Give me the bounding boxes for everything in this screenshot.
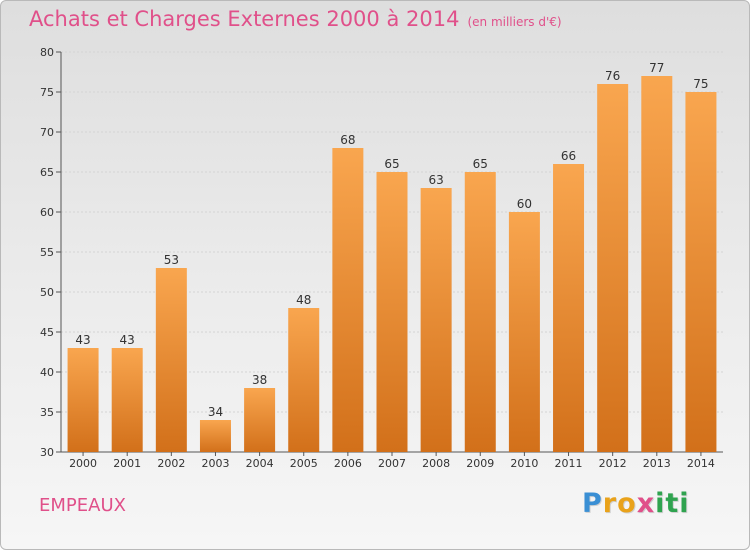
bar-2003 — [199, 420, 231, 452]
xtick-label: 2001 — [113, 457, 141, 470]
xtick-label: 2010 — [510, 457, 538, 470]
data-label: 68 — [340, 133, 355, 147]
logo-letter: t — [665, 488, 680, 519]
xtick-label: 2008 — [422, 457, 450, 470]
bar-2014 — [685, 92, 717, 452]
ytick-label: 60 — [40, 206, 54, 219]
ytick-label: 30 — [40, 446, 54, 459]
bar-2004 — [244, 388, 276, 452]
logo-letter: i — [655, 488, 666, 519]
bar-2011 — [553, 164, 585, 452]
proxiti-logo[interactable]: Proxiti — [582, 488, 690, 519]
logo-letter: P — [582, 488, 603, 519]
ytick-label: 75 — [40, 86, 54, 99]
data-label: 63 — [428, 173, 443, 187]
data-label: 65 — [384, 157, 399, 171]
bar-2008 — [420, 188, 452, 452]
xtick-label: 2013 — [643, 457, 671, 470]
logo-letter: x — [636, 488, 656, 519]
bar-2000 — [67, 348, 99, 452]
data-label: 66 — [561, 149, 576, 163]
ytick-label: 65 — [40, 166, 54, 179]
title-text: Achats et Charges Externes 2000 à 2014 — [29, 7, 460, 31]
bar-2005 — [288, 308, 320, 452]
bar-2013 — [641, 76, 673, 452]
xtick-label: 2000 — [69, 457, 97, 470]
bar-2010 — [508, 212, 540, 452]
bar-2006 — [332, 148, 364, 452]
ytick-label: 70 — [40, 126, 54, 139]
ytick-label: 35 — [40, 406, 54, 419]
data-label: 60 — [517, 197, 532, 211]
data-label: 75 — [693, 77, 708, 91]
commune-name: EMPEAUX — [39, 495, 126, 516]
logo-letter: r — [602, 488, 618, 519]
ytick-label: 55 — [40, 246, 54, 259]
xtick-label: 2002 — [157, 457, 185, 470]
xtick-label: 2004 — [246, 457, 274, 470]
data-label: 76 — [605, 69, 620, 83]
ytick-label: 45 — [40, 326, 54, 339]
xtick-label: 2014 — [687, 457, 715, 470]
data-label: 43 — [120, 333, 135, 347]
xtick-label: 2009 — [466, 457, 494, 470]
bar-2012 — [597, 84, 629, 452]
chart-title: Achats et Charges Externes 2000 à 2014 (e… — [29, 7, 562, 31]
data-label: 38 — [252, 373, 267, 387]
labels: 30 35 40 45 50 55 60 65 70 75 80 43 2000 43 2001 53 2002… — [40, 46, 715, 470]
xtick-label: 2011 — [555, 457, 583, 470]
ytick-label: 40 — [40, 366, 54, 379]
bars — [67, 76, 717, 452]
subtitle-text: (en milliers d'€) — [467, 15, 562, 29]
data-label: 65 — [473, 157, 488, 171]
bar-2009 — [464, 172, 496, 452]
xtick-label: 2012 — [599, 457, 627, 470]
xtick-label: 2007 — [378, 457, 406, 470]
xtick-label: 2003 — [201, 457, 229, 470]
logo-letter: i — [679, 488, 690, 519]
data-label: 43 — [75, 333, 90, 347]
bar-2001 — [111, 348, 143, 452]
ytick-label: 80 — [40, 46, 54, 59]
ytick-label: 50 — [40, 286, 54, 299]
xtick-label: 2005 — [290, 457, 318, 470]
data-label: 53 — [164, 253, 179, 267]
xtick-label: 2006 — [334, 457, 362, 470]
logo-letter: o — [617, 488, 637, 519]
data-label: 48 — [296, 293, 311, 307]
data-label: 34 — [208, 405, 223, 419]
data-label: 77 — [649, 61, 664, 75]
bar-2002 — [155, 268, 187, 452]
bar-2007 — [376, 172, 408, 452]
